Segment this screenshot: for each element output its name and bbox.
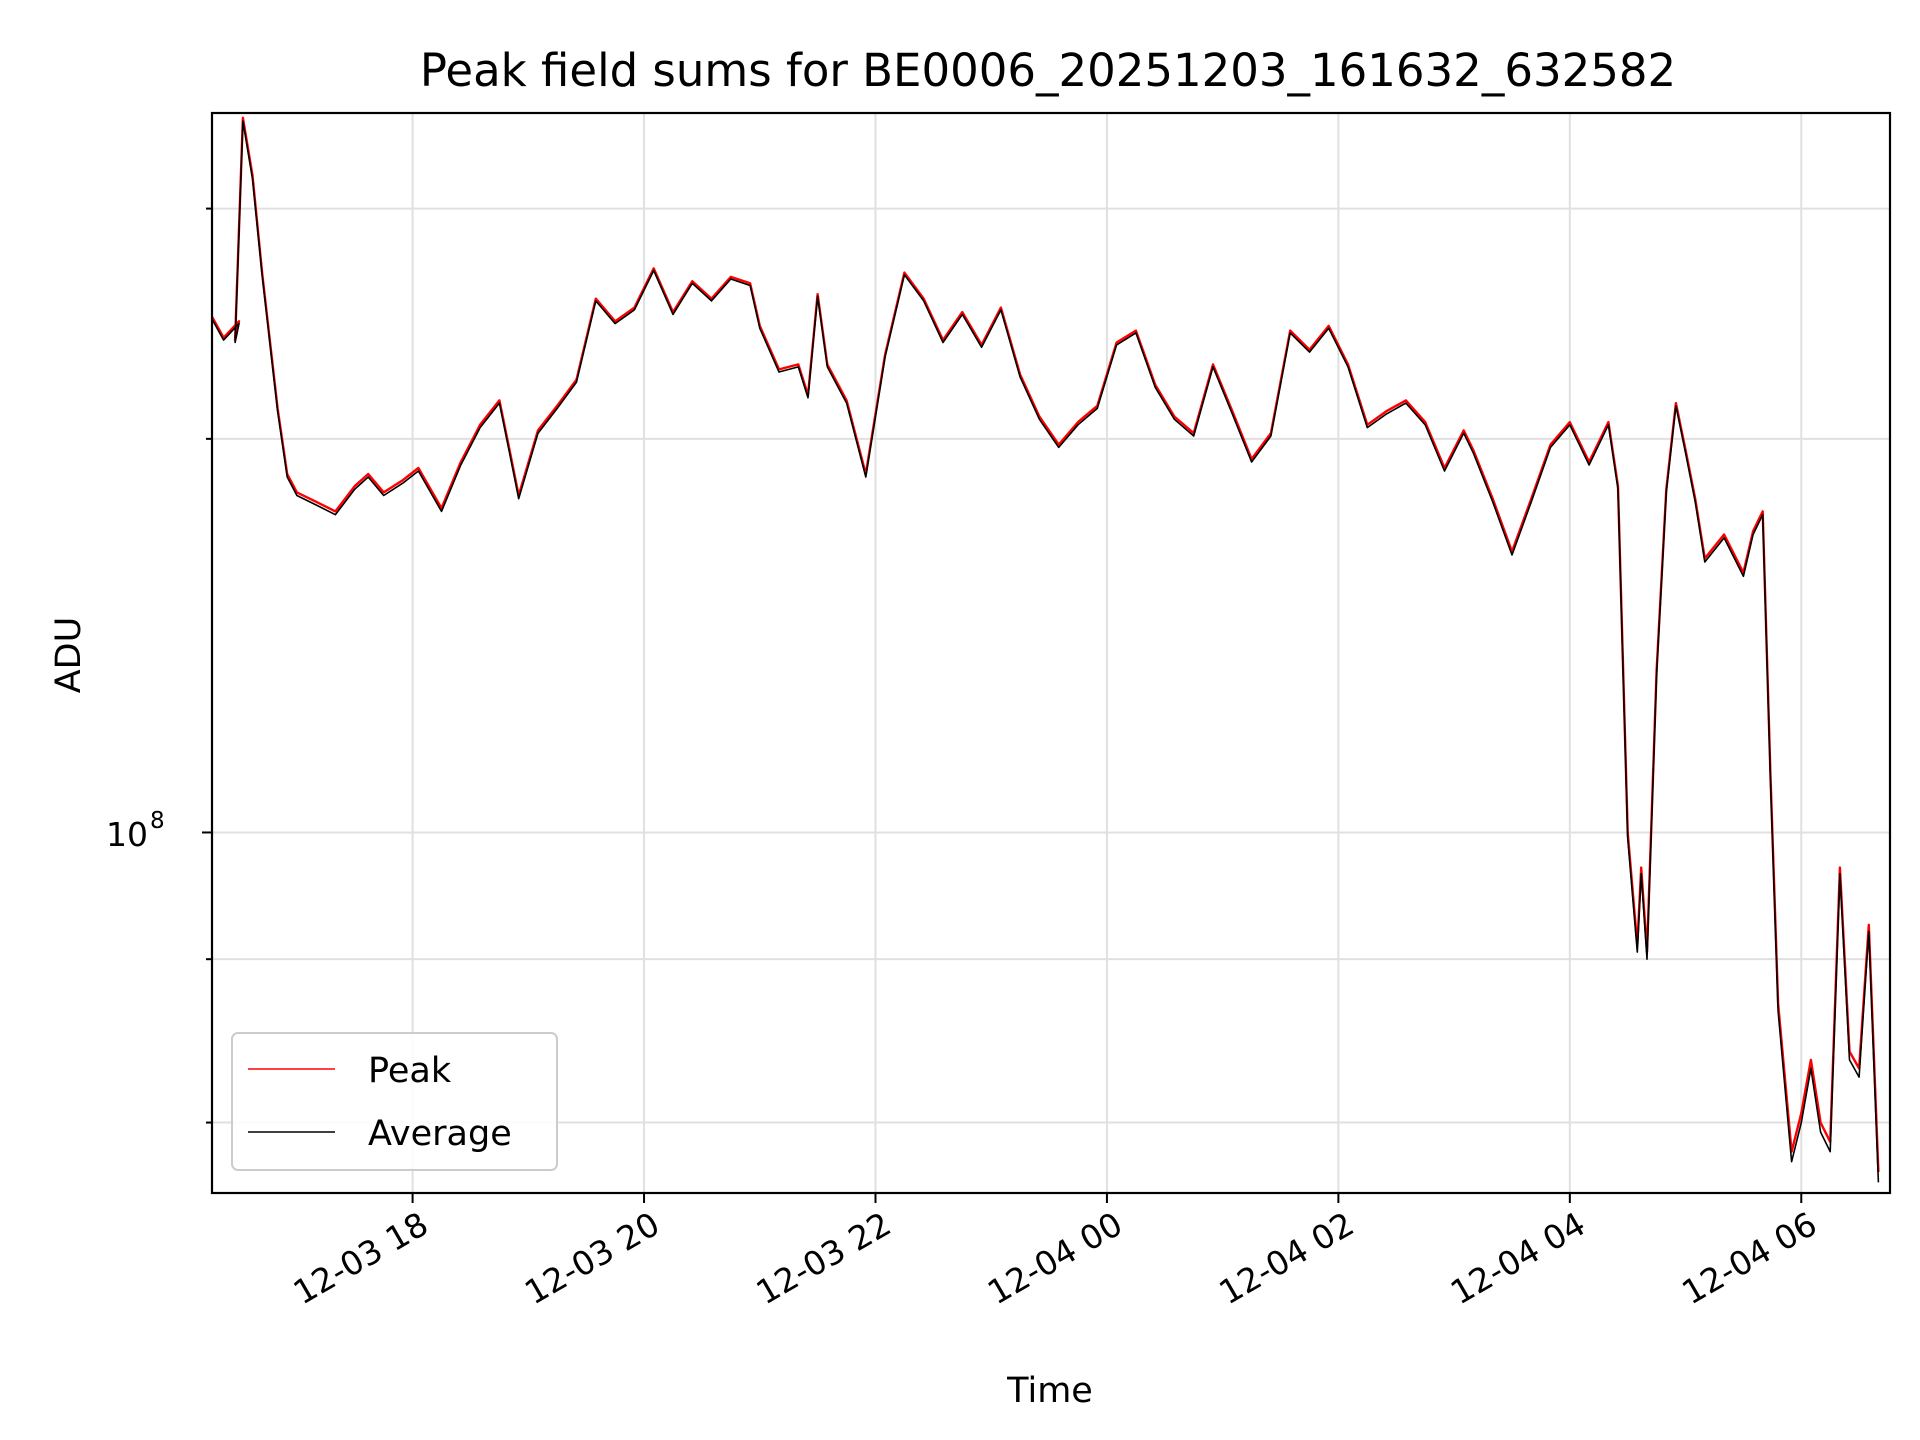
y-tick-label-exponent: 8 (150, 808, 165, 834)
grid-lines (212, 113, 1890, 1193)
legend-label-average: Average (368, 1114, 512, 1154)
y-tick-label-1e8: 10 8 (106, 808, 165, 854)
x-axis-label: Time (1006, 1371, 1093, 1411)
series-lines (210, 116, 1880, 1183)
plot-frame (210, 111, 1892, 1195)
y-axis-label: ADU (49, 617, 89, 694)
chart-title: Peak field sums for BE0006_20251203_1616… (420, 44, 1676, 97)
y-tick-label-base: 10 (106, 815, 148, 854)
series-line-average (211, 120, 1880, 1183)
legend-box (231, 1032, 558, 1171)
legend: Peak Average (231, 1032, 558, 1171)
legend-label-peak: Peak (368, 1051, 452, 1091)
axis-ticks (202, 207, 1803, 1203)
